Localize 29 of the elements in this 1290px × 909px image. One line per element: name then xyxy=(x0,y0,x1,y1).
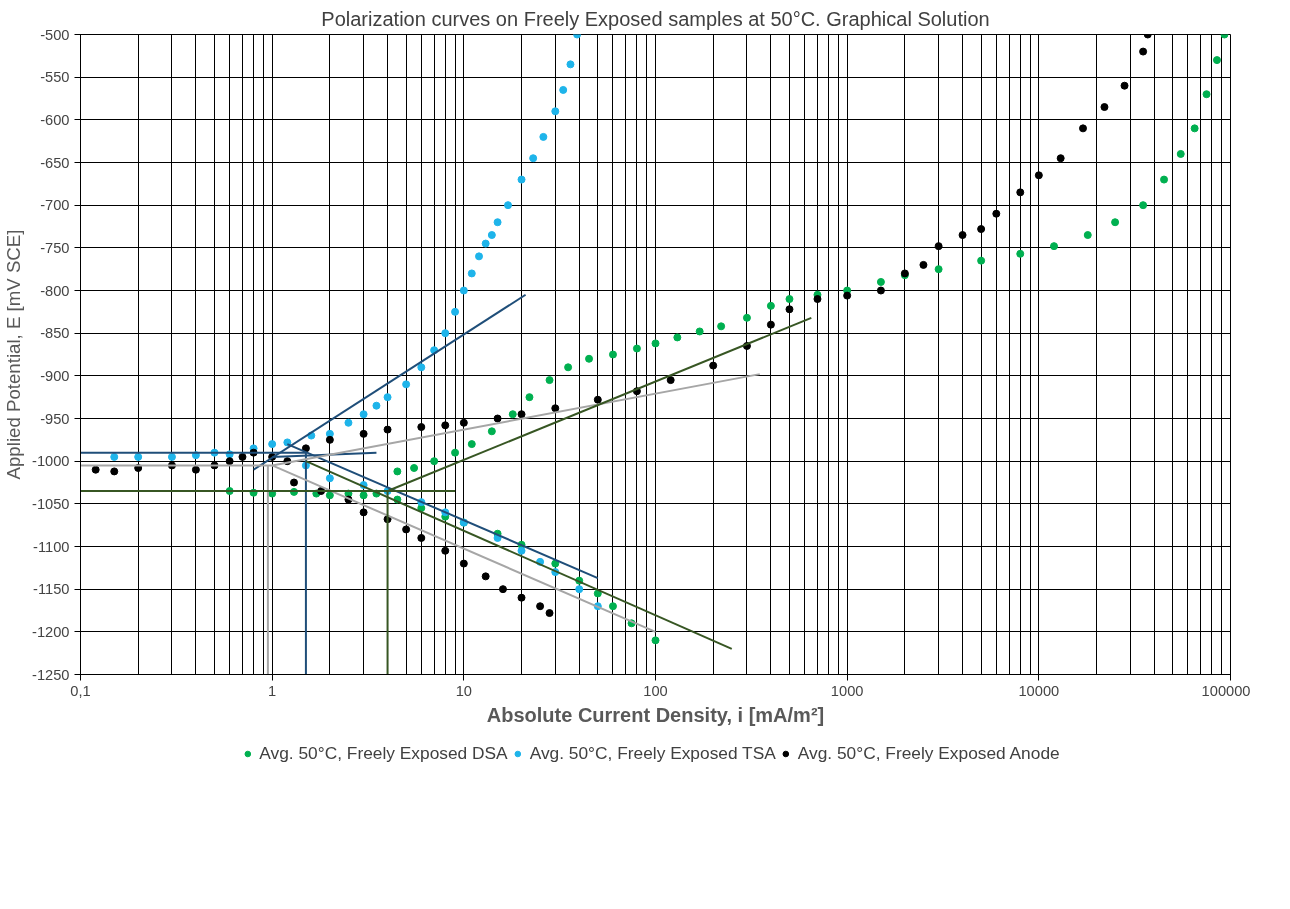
y-tick-label: -700 xyxy=(40,197,70,214)
legend-label: Avg. 50°C, Freely Exposed Anode xyxy=(797,742,1060,764)
y-tick-label: -1200 xyxy=(32,623,70,640)
y-tick-label: -1150 xyxy=(33,581,70,598)
y-tick-label: -1100 xyxy=(33,538,70,555)
legend-label: Avg. 50°C, Freely Exposed DSA xyxy=(259,742,508,764)
y-tick-label: -550 xyxy=(40,69,70,86)
y-tick-label: -500 xyxy=(40,26,70,43)
chart-title: Polarization curves on Freely Exposed samples at 50°C. Graphical Solution xyxy=(321,7,990,30)
y-tick-label: -850 xyxy=(40,325,70,342)
x-axis-title: Absolute Current Density, i [mA/m²] xyxy=(486,703,825,726)
y-tick-label: -1050 xyxy=(32,495,70,512)
x-tick-label: 10 xyxy=(455,682,472,699)
y-tick-label: -900 xyxy=(40,367,70,384)
legend-label: Avg. 50°C, Freely Exposed TSA xyxy=(529,742,776,764)
x-tick-label: 1 xyxy=(268,682,277,699)
y-axis-title: Applied Potential, E [mV SCE] xyxy=(3,229,25,480)
x-tick-label: 1000 xyxy=(830,682,864,699)
y-tick-label: -1250 xyxy=(32,666,70,683)
x-tick-label: 10000 xyxy=(1018,682,1060,699)
x-tick-label: 100000 xyxy=(1201,682,1251,699)
y-tick-label: -1000 xyxy=(32,453,70,470)
y-tick-label: -800 xyxy=(40,282,70,299)
x-tick-label: 0,1 xyxy=(70,682,91,699)
y-tick-label: -750 xyxy=(40,239,70,256)
y-tick-label: -650 xyxy=(40,154,70,171)
y-tick-label: -600 xyxy=(40,111,70,128)
y-tick-label: -950 xyxy=(40,410,70,427)
x-tick-label: 100 xyxy=(643,682,668,699)
